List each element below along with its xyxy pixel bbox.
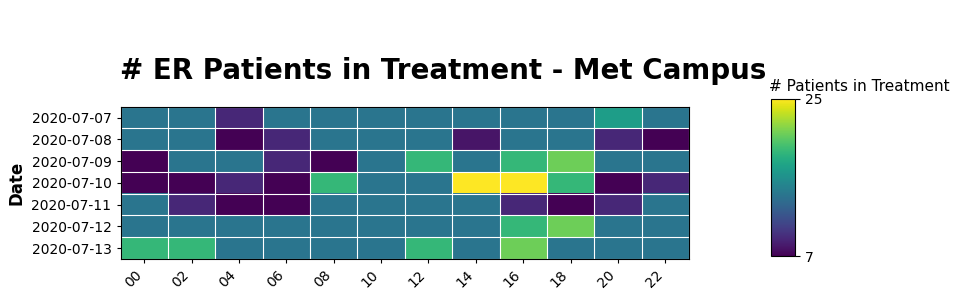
Y-axis label: Date: Date (8, 161, 26, 205)
Text: # ER Patients in Treatment - Met Campus: # ER Patients in Treatment - Met Campus (120, 57, 767, 85)
Text: # Patients in Treatment: # Patients in Treatment (769, 79, 950, 94)
